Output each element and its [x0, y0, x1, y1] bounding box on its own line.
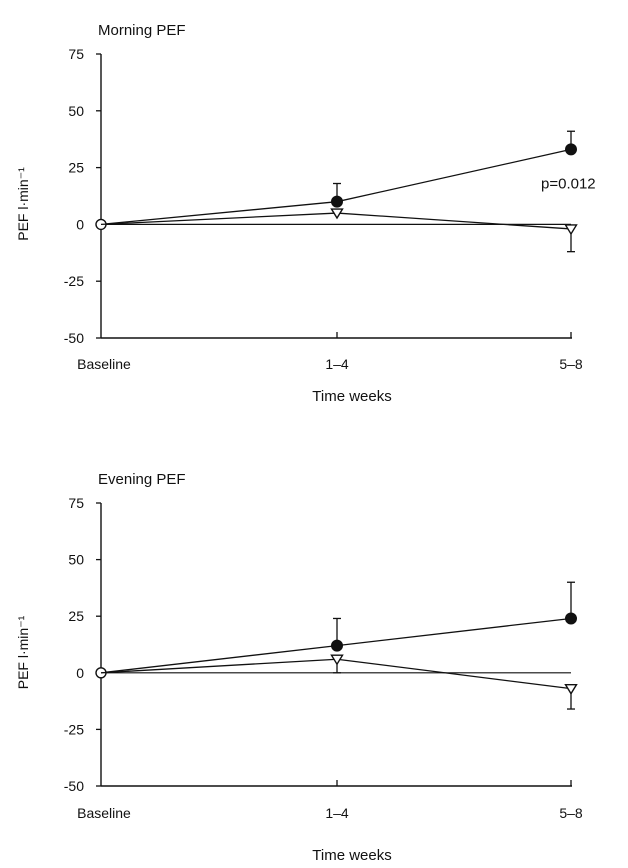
series-open-triangle	[100, 654, 578, 710]
chart-title: Evening PEF	[98, 471, 186, 488]
data-point	[564, 683, 578, 695]
y-tick-label: -50	[64, 330, 84, 346]
series-segment	[336, 148, 572, 203]
y-tick-label: 0	[76, 216, 84, 232]
morning-pef-panel: Morning PEF 75 50 25 0 -25 -50 Baseline 1–4 5–8 PE…	[15, 22, 596, 405]
y-tick-label: -25	[64, 273, 84, 289]
series-filled-circle	[95, 581, 577, 679]
data-point	[330, 654, 344, 666]
x-tick-label: Baseline	[77, 805, 131, 821]
p-value-annotation: p=0.012	[541, 175, 596, 192]
y-tick-label: 50	[68, 103, 84, 119]
y-tick-label: 0	[76, 665, 84, 681]
evening-pef-panel: Evening PEF 75 50 25 0 -25 -50 Baseline 1–4 5–8 PE…	[15, 471, 583, 864]
y-tick-label: 75	[68, 495, 84, 511]
x-tick-label: Baseline	[77, 356, 131, 372]
series-filled-circle	[95, 130, 577, 231]
y-axis-label: PEF l·min⁻¹	[15, 167, 31, 241]
y-tick-label: 50	[68, 552, 84, 568]
series-segment	[336, 617, 572, 647]
x-axis-label: Time weeks	[312, 388, 391, 405]
data-point	[331, 195, 343, 208]
series-open-triangle	[100, 208, 578, 253]
data-point	[565, 612, 577, 625]
y-tick-label: 25	[68, 608, 84, 624]
data-point	[330, 208, 344, 220]
data-point	[565, 143, 577, 156]
x-tick-label: 5–8	[559, 805, 583, 821]
x-axis-label: Time weeks	[312, 847, 391, 864]
y-tick-label: -25	[64, 721, 84, 737]
data-point	[331, 639, 343, 652]
y-tick-label: -50	[64, 778, 84, 794]
data-point	[564, 224, 578, 236]
series-segment	[100, 212, 338, 226]
series-segment	[100, 644, 338, 674]
chart-title: Morning PEF	[98, 22, 186, 39]
y-tick-label: 25	[68, 160, 84, 176]
x-tick-label: 5–8	[559, 356, 583, 372]
y-tick-label: 75	[68, 46, 84, 62]
series-segment	[100, 201, 338, 226]
x-tick-label: 1–4	[325, 356, 349, 372]
series-segment	[336, 212, 572, 230]
series-segment	[336, 658, 572, 690]
y-axis-label: PEF l·min⁻¹	[15, 615, 31, 689]
series-segment	[100, 658, 338, 674]
x-tick-label: 1–4	[325, 805, 349, 821]
